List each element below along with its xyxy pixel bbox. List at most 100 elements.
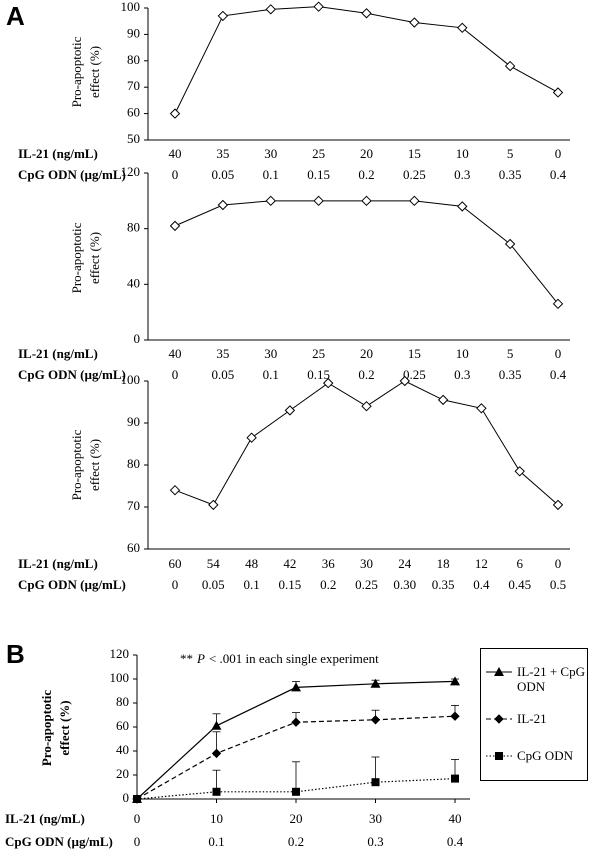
marker (494, 714, 504, 724)
marker (361, 195, 372, 207)
x-tick-label: 0.35 (432, 577, 455, 592)
x-tick-label: 0.25 (403, 367, 426, 382)
legend-label: CpG ODN (517, 748, 573, 763)
marker (292, 787, 300, 796)
marker (246, 432, 257, 443)
marker (169, 108, 181, 119)
x-tick-label: 0 (555, 346, 562, 361)
x-tick-label: 0.5 (550, 577, 566, 592)
legend-swatch (486, 667, 512, 676)
marker (370, 678, 381, 688)
x-tick-label: 0.2 (320, 577, 336, 592)
x-tick-label: 5 (507, 346, 514, 361)
y-axis-label: Pro-apoptotic (69, 222, 84, 293)
x-tick-label: 30 (264, 146, 277, 161)
x-tick-label: 0 (172, 577, 179, 592)
line (174, 380, 559, 506)
x2-tick-label: 0.1 (208, 834, 224, 849)
legend-swatch (486, 752, 512, 760)
x-tick-label: 0.1 (263, 367, 279, 382)
x-tick-label: 0 (555, 556, 562, 571)
x-tick-label: 20 (360, 346, 373, 361)
marker (313, 195, 324, 207)
marker (169, 484, 181, 496)
x-tick-label: 25 (312, 146, 325, 161)
marker (495, 752, 503, 760)
row-label: IL-21 (ng/mL) (18, 556, 98, 571)
x-tick-label: 15 (408, 146, 421, 161)
annotation-part: P (196, 651, 205, 666)
x-tick-label: 0.05 (212, 167, 235, 182)
marker (494, 667, 504, 676)
marker (409, 195, 420, 207)
x-tick-label: 0.4 (550, 167, 567, 182)
legend-swatch (486, 714, 512, 724)
x-tick-label: 40 (169, 146, 182, 161)
marker (133, 795, 141, 803)
marker (211, 748, 222, 759)
marker (450, 711, 460, 721)
x-tick-label: 10 (456, 146, 469, 161)
x-tick-label: 42 (283, 556, 296, 571)
marker (217, 199, 229, 211)
x2-tick-label: 0.2 (288, 834, 304, 849)
x2-tick-label: 0 (134, 834, 141, 849)
x-tick-label: 0.05 (212, 367, 235, 382)
x-tick-label: 0.3 (454, 167, 470, 182)
y-tick-label: 90 (127, 414, 140, 429)
x-tick-label: 0.05 (202, 577, 225, 592)
y-axis-label: Pro-apoptotic (69, 36, 84, 107)
marker (313, 1, 324, 12)
marker (265, 195, 276, 207)
x-tick-label: 0.3 (454, 367, 470, 382)
y-tick-label: 70 (127, 498, 140, 513)
marker (212, 787, 221, 796)
x-tick-label: 0.15 (307, 367, 330, 382)
x-tick-label: 5 (507, 146, 514, 161)
annotation-part: < .001 in each single experiment (209, 651, 379, 666)
x-tick-label: 35 (216, 146, 229, 161)
marker (457, 22, 468, 34)
marker (211, 720, 222, 730)
x-tick-label: 0 (134, 811, 141, 826)
x-tick-label: 0.4 (550, 367, 567, 382)
marker (361, 400, 372, 412)
y-axis-label: Pro-apoptotic (69, 429, 84, 500)
marker (504, 60, 516, 72)
y-axis-label: effect (%) (57, 700, 72, 755)
y-tick-label: 60 (127, 540, 140, 555)
x-tick-label: 40 (169, 346, 182, 361)
marker (552, 87, 564, 98)
x-tick-label: 0.15 (279, 577, 302, 592)
panel-label: B (6, 639, 25, 669)
legend: IL-21 + CpG ODN IL-21 CpG ODN (480, 648, 588, 781)
annotation: ** P < .001 in each single experiment (180, 651, 379, 666)
marker (370, 715, 381, 725)
x-tick-label: 20 (290, 811, 303, 826)
y-tick-label: 60 (127, 105, 140, 120)
y-tick-label: 60 (116, 718, 129, 733)
row-label: IL-21 (ng/mL) (18, 146, 98, 161)
row-label: CpG ODN (µg/mL) (5, 834, 113, 849)
x-tick-label: 0.4 (473, 577, 490, 592)
marker (437, 394, 449, 406)
marker (265, 4, 276, 15)
row-label: CpG ODN (µg/mL) (18, 577, 126, 592)
y-tick-label: 20 (116, 766, 129, 781)
y-tick-label: 80 (116, 694, 129, 709)
y-tick-label: 90 (127, 25, 140, 40)
y-tick-label: 80 (127, 220, 140, 235)
x-tick-label: 0.2 (358, 167, 374, 182)
x-tick-label: 18 (437, 556, 450, 571)
x2-tick-label: 0.3 (367, 834, 383, 849)
y-tick-label: 0 (123, 790, 130, 805)
y-axis-label: effect (%) (87, 46, 102, 98)
line (174, 6, 559, 114)
panel-label: A (6, 1, 25, 31)
marker (451, 774, 459, 783)
y-tick-label: 40 (116, 742, 129, 757)
x-tick-label: 30 (360, 556, 373, 571)
marker (552, 298, 564, 310)
